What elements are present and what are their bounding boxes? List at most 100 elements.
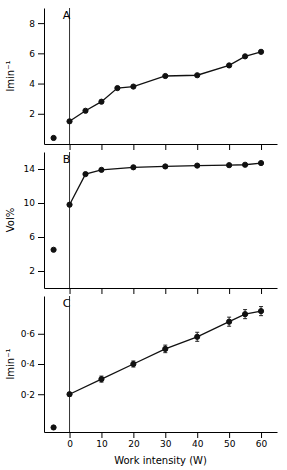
y-tick-label: 14 — [24, 164, 36, 174]
panel: 261014Vol%B — [5, 152, 278, 294]
error-bar — [195, 332, 199, 341]
error-bar — [259, 307, 263, 316]
y-tick: 2 — [29, 109, 44, 119]
y-tick-mark — [38, 169, 44, 170]
point — [51, 425, 56, 430]
x-tick-mark — [70, 288, 71, 294]
x-axis — [45, 288, 278, 294]
marker — [131, 361, 136, 366]
x-tick-mark — [261, 432, 262, 438]
x-tick — [165, 288, 166, 294]
marker — [99, 167, 104, 172]
marker — [163, 164, 168, 169]
x-tick-mark — [197, 288, 198, 294]
marker — [227, 319, 232, 324]
marker — [195, 334, 200, 339]
marker — [163, 73, 168, 78]
x-tick-mark — [229, 288, 230, 294]
error-bar — [131, 361, 135, 367]
chart: 2468lmin⁻¹A261014Vol%B0·20·40·6010203040… — [0, 0, 287, 470]
y-tick-mark — [38, 364, 44, 365]
x-tick — [165, 144, 166, 150]
x-tick — [70, 288, 71, 294]
y-tick-mark — [38, 53, 44, 54]
line — [70, 52, 262, 122]
point — [51, 135, 56, 140]
y-tick-label: 8 — [29, 18, 35, 28]
x-tick-mark — [133, 432, 134, 438]
y-tick-mark — [38, 114, 44, 115]
y-tick-label: 10 — [24, 198, 36, 208]
reference-line — [69, 296, 70, 432]
marker — [258, 160, 263, 165]
x-tick-label: 0 — [67, 439, 73, 449]
x-tick-label: 20 — [128, 439, 140, 449]
x-tick — [197, 144, 198, 150]
y-tick-label: 0·2 — [21, 390, 35, 400]
y-axis-title: lmin⁻¹ — [5, 349, 16, 380]
x-tick-mark — [101, 144, 102, 150]
plot-area — [51, 8, 264, 144]
x-tick: 40 — [192, 432, 204, 449]
x-tick — [229, 288, 230, 294]
marker — [115, 85, 120, 90]
x-tick-label: 10 — [96, 439, 108, 449]
y-tick: 0·6 — [21, 329, 44, 339]
y-tick-label: 4 — [29, 79, 35, 89]
reference-line — [69, 152, 70, 288]
marker — [83, 108, 88, 113]
marker — [195, 163, 200, 168]
x-tick-mark — [229, 144, 230, 150]
y-tick-mark — [38, 394, 44, 395]
y-axis-line — [44, 9, 45, 145]
x-tick-mark — [197, 432, 198, 438]
x-tick — [229, 144, 230, 150]
marker — [67, 119, 72, 124]
error-bar — [99, 376, 103, 382]
x-tick-mark — [165, 432, 166, 438]
line — [70, 311, 262, 394]
panel-label: A — [63, 9, 71, 22]
x-tick-mark — [165, 144, 166, 150]
x-tick: 20 — [128, 432, 140, 449]
x-axis-line — [45, 144, 278, 145]
y-tick-mark — [38, 84, 44, 85]
x-axis-line — [45, 288, 278, 289]
marker — [163, 346, 168, 351]
y-axis: 2 6 10 14 — [24, 153, 45, 289]
plot-area — [51, 152, 264, 288]
x-tick-mark — [101, 288, 102, 294]
y-tick: 14 — [24, 164, 44, 174]
marker — [195, 73, 200, 78]
plot-area — [51, 296, 264, 432]
x-tick-label: 30 — [160, 439, 172, 449]
x-tick-mark — [229, 432, 230, 438]
x-tick: 0 — [67, 432, 73, 449]
marker — [67, 202, 72, 207]
x-tick-label: 50 — [224, 439, 236, 449]
marker — [99, 99, 104, 104]
x-tick-mark — [261, 288, 262, 294]
y-tick: 6 — [29, 232, 44, 242]
x-tick — [261, 288, 262, 294]
error-bar — [243, 310, 247, 319]
panel: 2468lmin⁻¹A — [5, 8, 278, 150]
x-tick-label: 40 — [192, 439, 204, 449]
y-tick: 10 — [24, 198, 44, 208]
x-axis: 0 10 20 30 40 50 60 — [45, 432, 278, 449]
y-tick-label: 0·6 — [21, 329, 36, 339]
marker — [83, 172, 88, 177]
x-tick — [133, 144, 134, 150]
y-tick: 6 — [29, 49, 44, 59]
marker — [227, 63, 232, 68]
x-tick: 30 — [160, 432, 172, 449]
error-bar — [227, 317, 231, 326]
y-tick-label: 2 — [29, 266, 35, 276]
marker — [131, 165, 136, 170]
x-tick-mark — [101, 432, 102, 438]
x-tick-mark — [70, 432, 71, 438]
x-tick-label: 60 — [256, 439, 268, 449]
point — [51, 247, 56, 252]
y-tick-label: 0·4 — [21, 359, 36, 369]
marker — [242, 54, 247, 59]
